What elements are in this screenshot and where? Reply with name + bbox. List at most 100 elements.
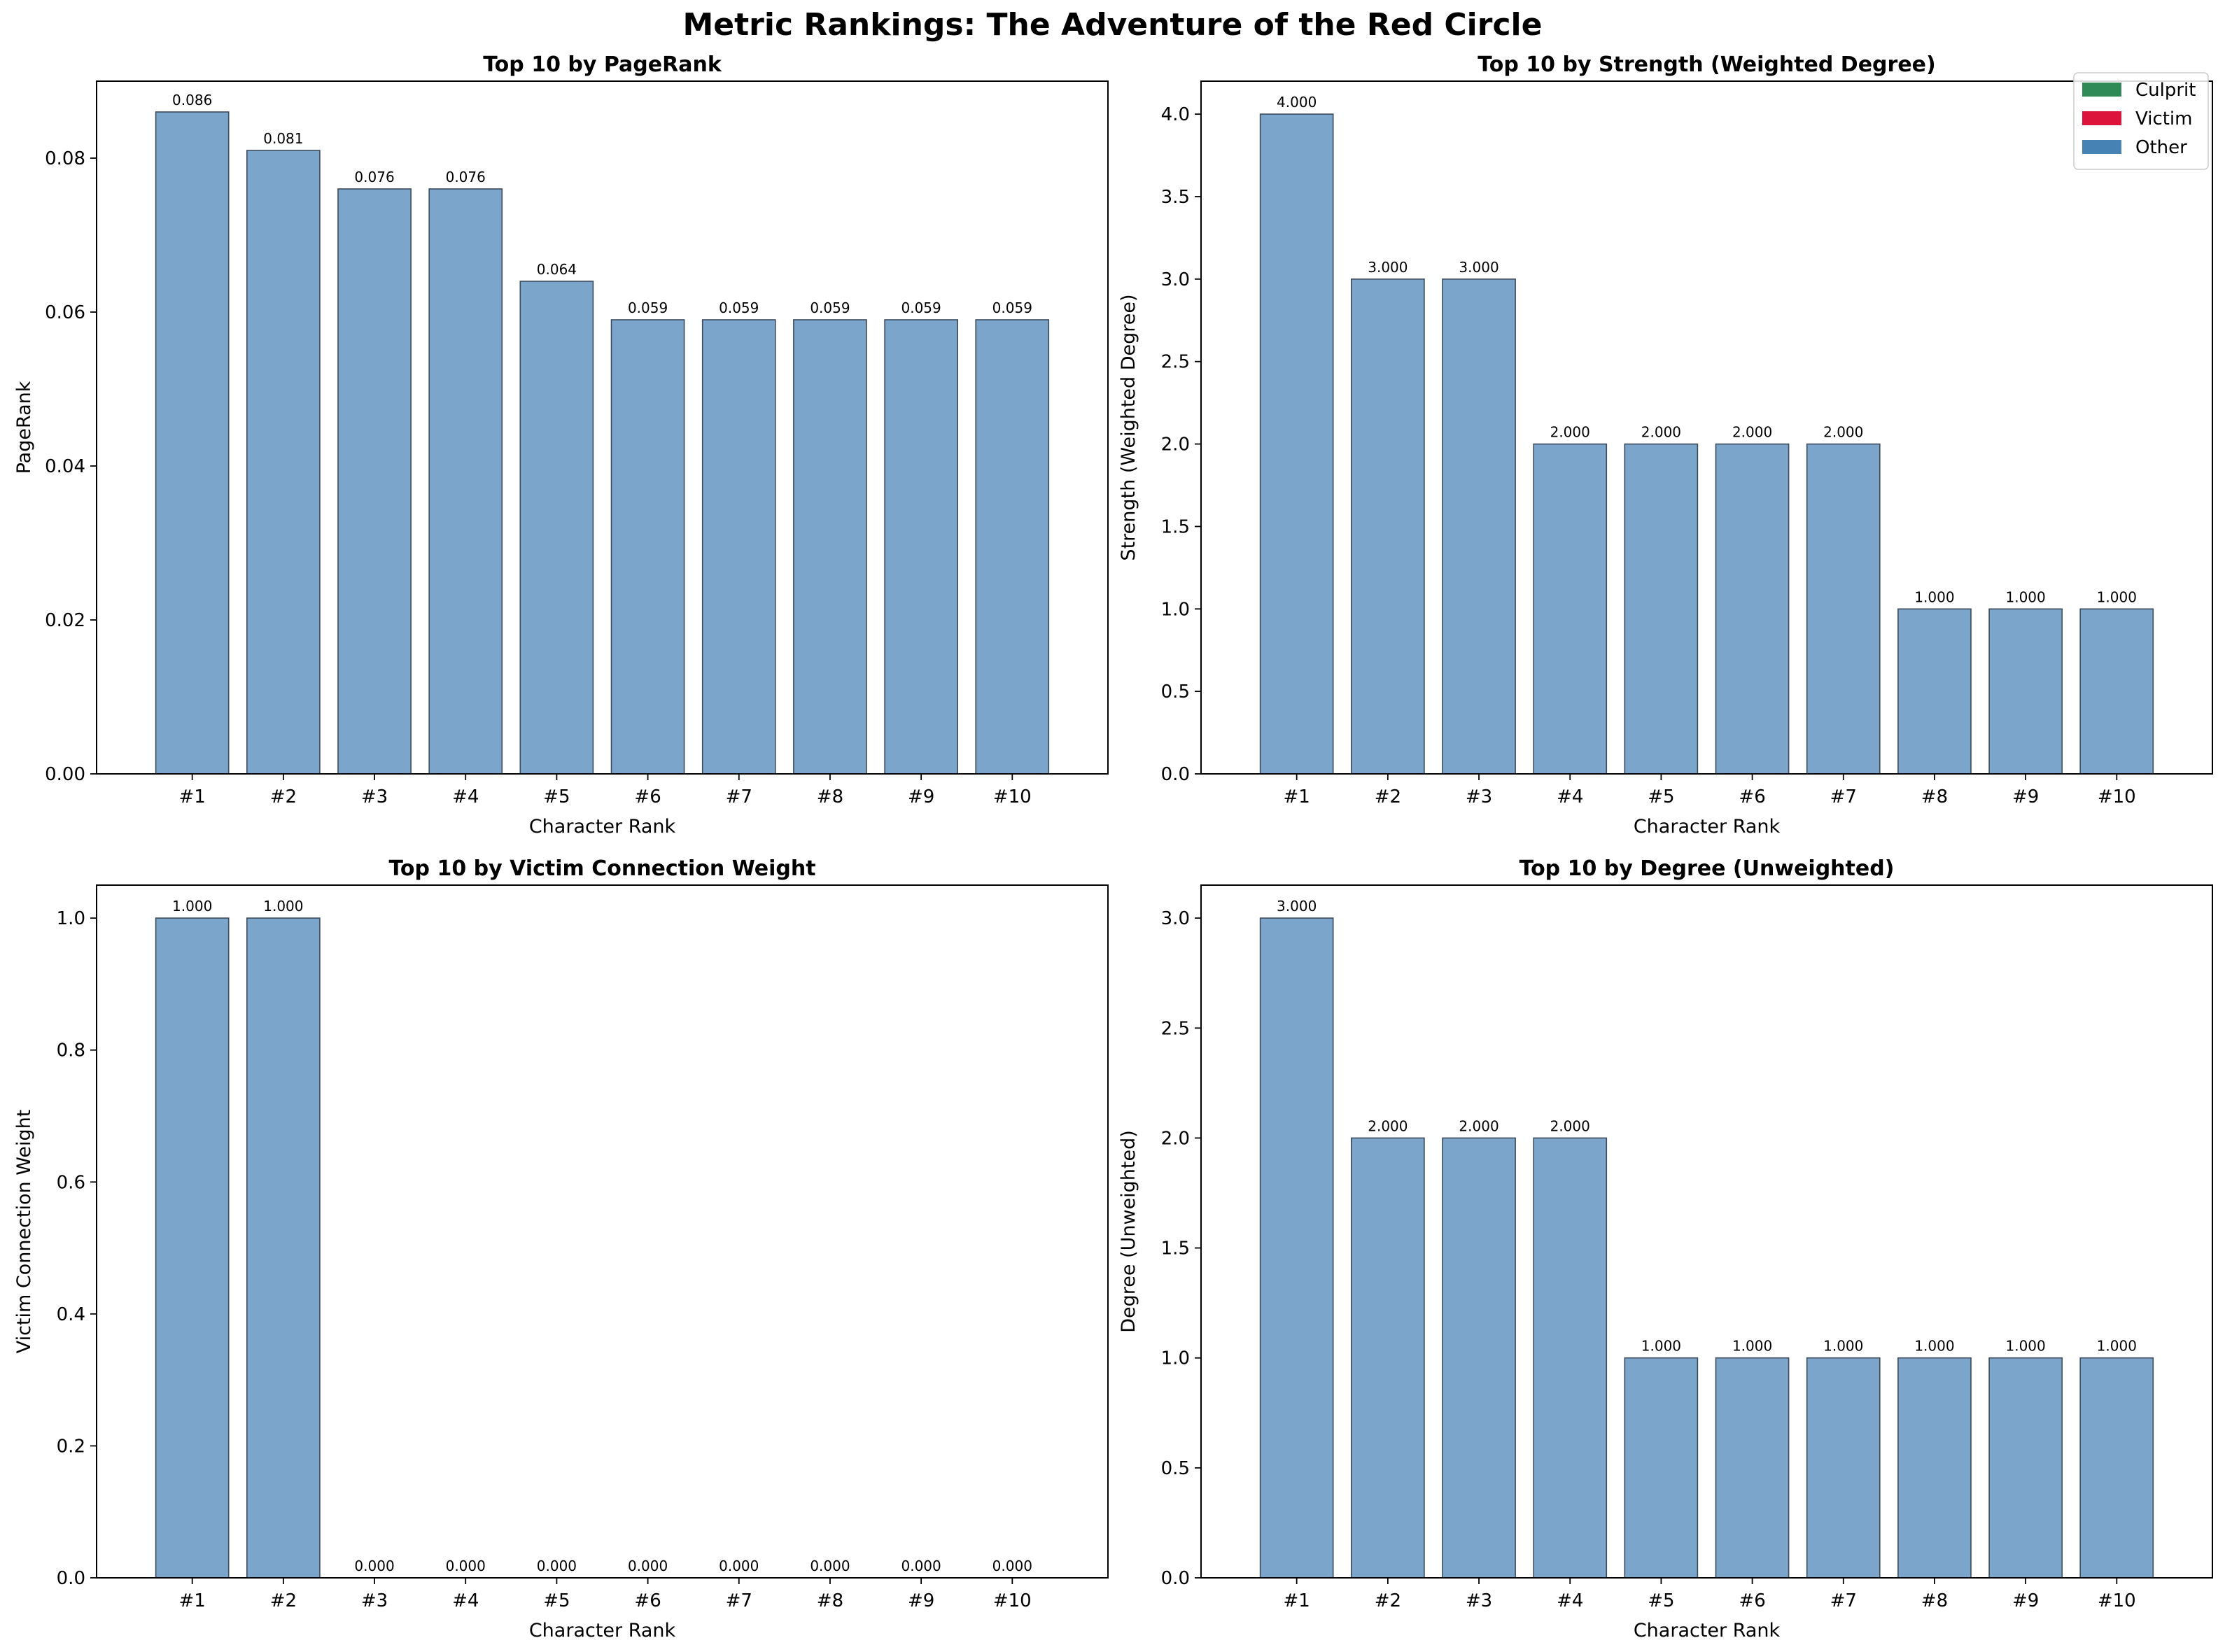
axes-frame <box>96 884 1109 1579</box>
value-label: 0.000 <box>992 1558 1032 1574</box>
chart-1: 0.086 0.081 0.076 0.076 0.064 0.059 0.059 0.059… <box>13 52 1109 838</box>
y-tick-label: 1.5 <box>1161 1238 1190 1259</box>
x-axis-label: Character Rank <box>1634 1620 1781 1642</box>
x-tick-label: #6 <box>1739 786 1765 807</box>
value-label: 0.000 <box>901 1558 941 1574</box>
y-tick-label: 2.0 <box>1161 1128 1190 1149</box>
x-tick-label: #8 <box>1921 786 1948 807</box>
legend-swatch-culprit <box>2082 83 2121 97</box>
value-label: 2.000 <box>1823 424 1863 441</box>
bar-rank-1 <box>155 111 230 775</box>
bar-rank-4 <box>1533 1137 1608 1579</box>
bar-rank-2 <box>1351 1137 1425 1579</box>
y-tick-label: 0.5 <box>1161 682 1190 703</box>
y-tick-label: 1.0 <box>1161 599 1190 620</box>
value-label: 0.059 <box>992 299 1032 316</box>
value-label: 2.000 <box>1550 424 1590 441</box>
value-label: 1.000 <box>2097 588 2137 605</box>
x-tick-label: #5 <box>543 786 570 807</box>
value-label: 0.081 <box>263 130 303 147</box>
value-label: 2.000 <box>1732 424 1772 441</box>
x-tick-label: #10 <box>993 786 1032 807</box>
value-label: 0.000 <box>719 1558 759 1574</box>
legend-label-culprit: Culprit <box>2135 80 2196 101</box>
value-label: 0.000 <box>810 1558 850 1574</box>
bar-rank-6 <box>1715 443 1790 775</box>
bar-rank-8 <box>1897 1357 1972 1579</box>
x-tick-label: #6 <box>634 786 661 807</box>
y-axis-label: Strength (Weighted Degree) <box>1118 294 1139 560</box>
bar-rank-8 <box>1897 608 1972 775</box>
bar-rank-1 <box>1259 113 1334 775</box>
x-tick-label: #9 <box>908 1590 934 1611</box>
y-tick-label: 0.08 <box>45 148 85 169</box>
x-tick-label: #3 <box>1466 786 1492 807</box>
bar-rank-1 <box>1259 917 1334 1579</box>
x-tick-label: #3 <box>361 786 388 807</box>
bar-rank-10 <box>975 319 1050 775</box>
x-tick-label: #1 <box>1284 1590 1310 1611</box>
x-tick-label: #5 <box>1648 786 1674 807</box>
x-tick-label: #7 <box>1830 786 1857 807</box>
x-tick-label: #9 <box>908 786 934 807</box>
bar-rank-6 <box>610 319 685 775</box>
x-tick-label: #2 <box>1375 786 1401 807</box>
value-label: 0.076 <box>446 169 486 185</box>
y-tick-label: 0.8 <box>57 1040 85 1061</box>
value-label: 1.000 <box>1823 1338 1863 1355</box>
value-label: 1.000 <box>2005 1338 2045 1355</box>
value-label: 0.000 <box>537 1558 577 1574</box>
chart-title: Top 10 by Victim Connection Weight <box>388 856 815 881</box>
x-tick-label: #4 <box>452 786 479 807</box>
y-axis-label: Degree (Unweighted) <box>1118 1130 1139 1333</box>
bar-rank-4 <box>1533 443 1608 775</box>
bar-rank-7 <box>701 319 776 775</box>
chart-title: Top 10 by Strength (Weighted Degree) <box>1478 52 1935 77</box>
bar-rank-10 <box>2079 608 2154 775</box>
x-tick-label: #1 <box>179 1590 206 1611</box>
x-tick-label: #5 <box>543 1590 570 1611</box>
x-tick-label: #10 <box>993 1590 1032 1611</box>
y-tick-label: 3.5 <box>1161 187 1190 208</box>
value-label: 0.059 <box>810 299 850 316</box>
value-label: 0.059 <box>628 299 668 316</box>
x-tick-label: #5 <box>1648 1590 1674 1611</box>
bar-rank-3 <box>337 188 412 775</box>
value-label: 3.000 <box>1368 259 1408 276</box>
x-tick-label: #2 <box>270 786 297 807</box>
x-tick-label: #6 <box>1739 1590 1765 1611</box>
y-tick-label: 0.0 <box>1161 764 1190 785</box>
x-tick-label: #4 <box>1557 786 1583 807</box>
bar-rank-3 <box>1442 278 1516 775</box>
x-tick-label: #2 <box>270 1590 297 1611</box>
bar-rank-6 <box>1715 1357 1790 1579</box>
value-label: 3.000 <box>1459 259 1498 276</box>
bar-rank-4 <box>428 188 503 775</box>
value-label: 1.000 <box>2005 588 2045 605</box>
value-label: 1.000 <box>2097 1338 2137 1355</box>
y-tick-label: 0.04 <box>45 456 85 477</box>
bar-rank-8 <box>793 319 867 775</box>
y-tick-label: 2.0 <box>1161 435 1190 456</box>
x-tick-label: #7 <box>726 786 752 807</box>
bar-rank-5 <box>1624 1357 1699 1579</box>
bar-rank-9 <box>884 319 958 775</box>
value-label: 0.000 <box>354 1558 394 1574</box>
bar-rank-9 <box>1988 1357 2063 1579</box>
y-tick-label: 0.5 <box>1161 1458 1190 1479</box>
x-tick-label: #3 <box>361 1590 388 1611</box>
x-tick-label: #6 <box>634 1590 661 1611</box>
value-label: 2.000 <box>1459 1117 1498 1134</box>
x-tick-label: #4 <box>452 1590 479 1611</box>
bar-rank-2 <box>246 917 321 1579</box>
y-tick-label: 0.6 <box>57 1172 85 1193</box>
value-label: 2.000 <box>1641 424 1681 441</box>
y-tick-label: 2.5 <box>1161 352 1190 373</box>
value-label: 2.000 <box>1550 1117 1590 1134</box>
bar-rank-2 <box>246 150 321 775</box>
y-tick-label: 0.0 <box>57 1568 85 1589</box>
axes-frame <box>96 80 1109 775</box>
y-tick-label: 4.0 <box>1161 104 1190 125</box>
value-label: 0.076 <box>354 169 394 185</box>
